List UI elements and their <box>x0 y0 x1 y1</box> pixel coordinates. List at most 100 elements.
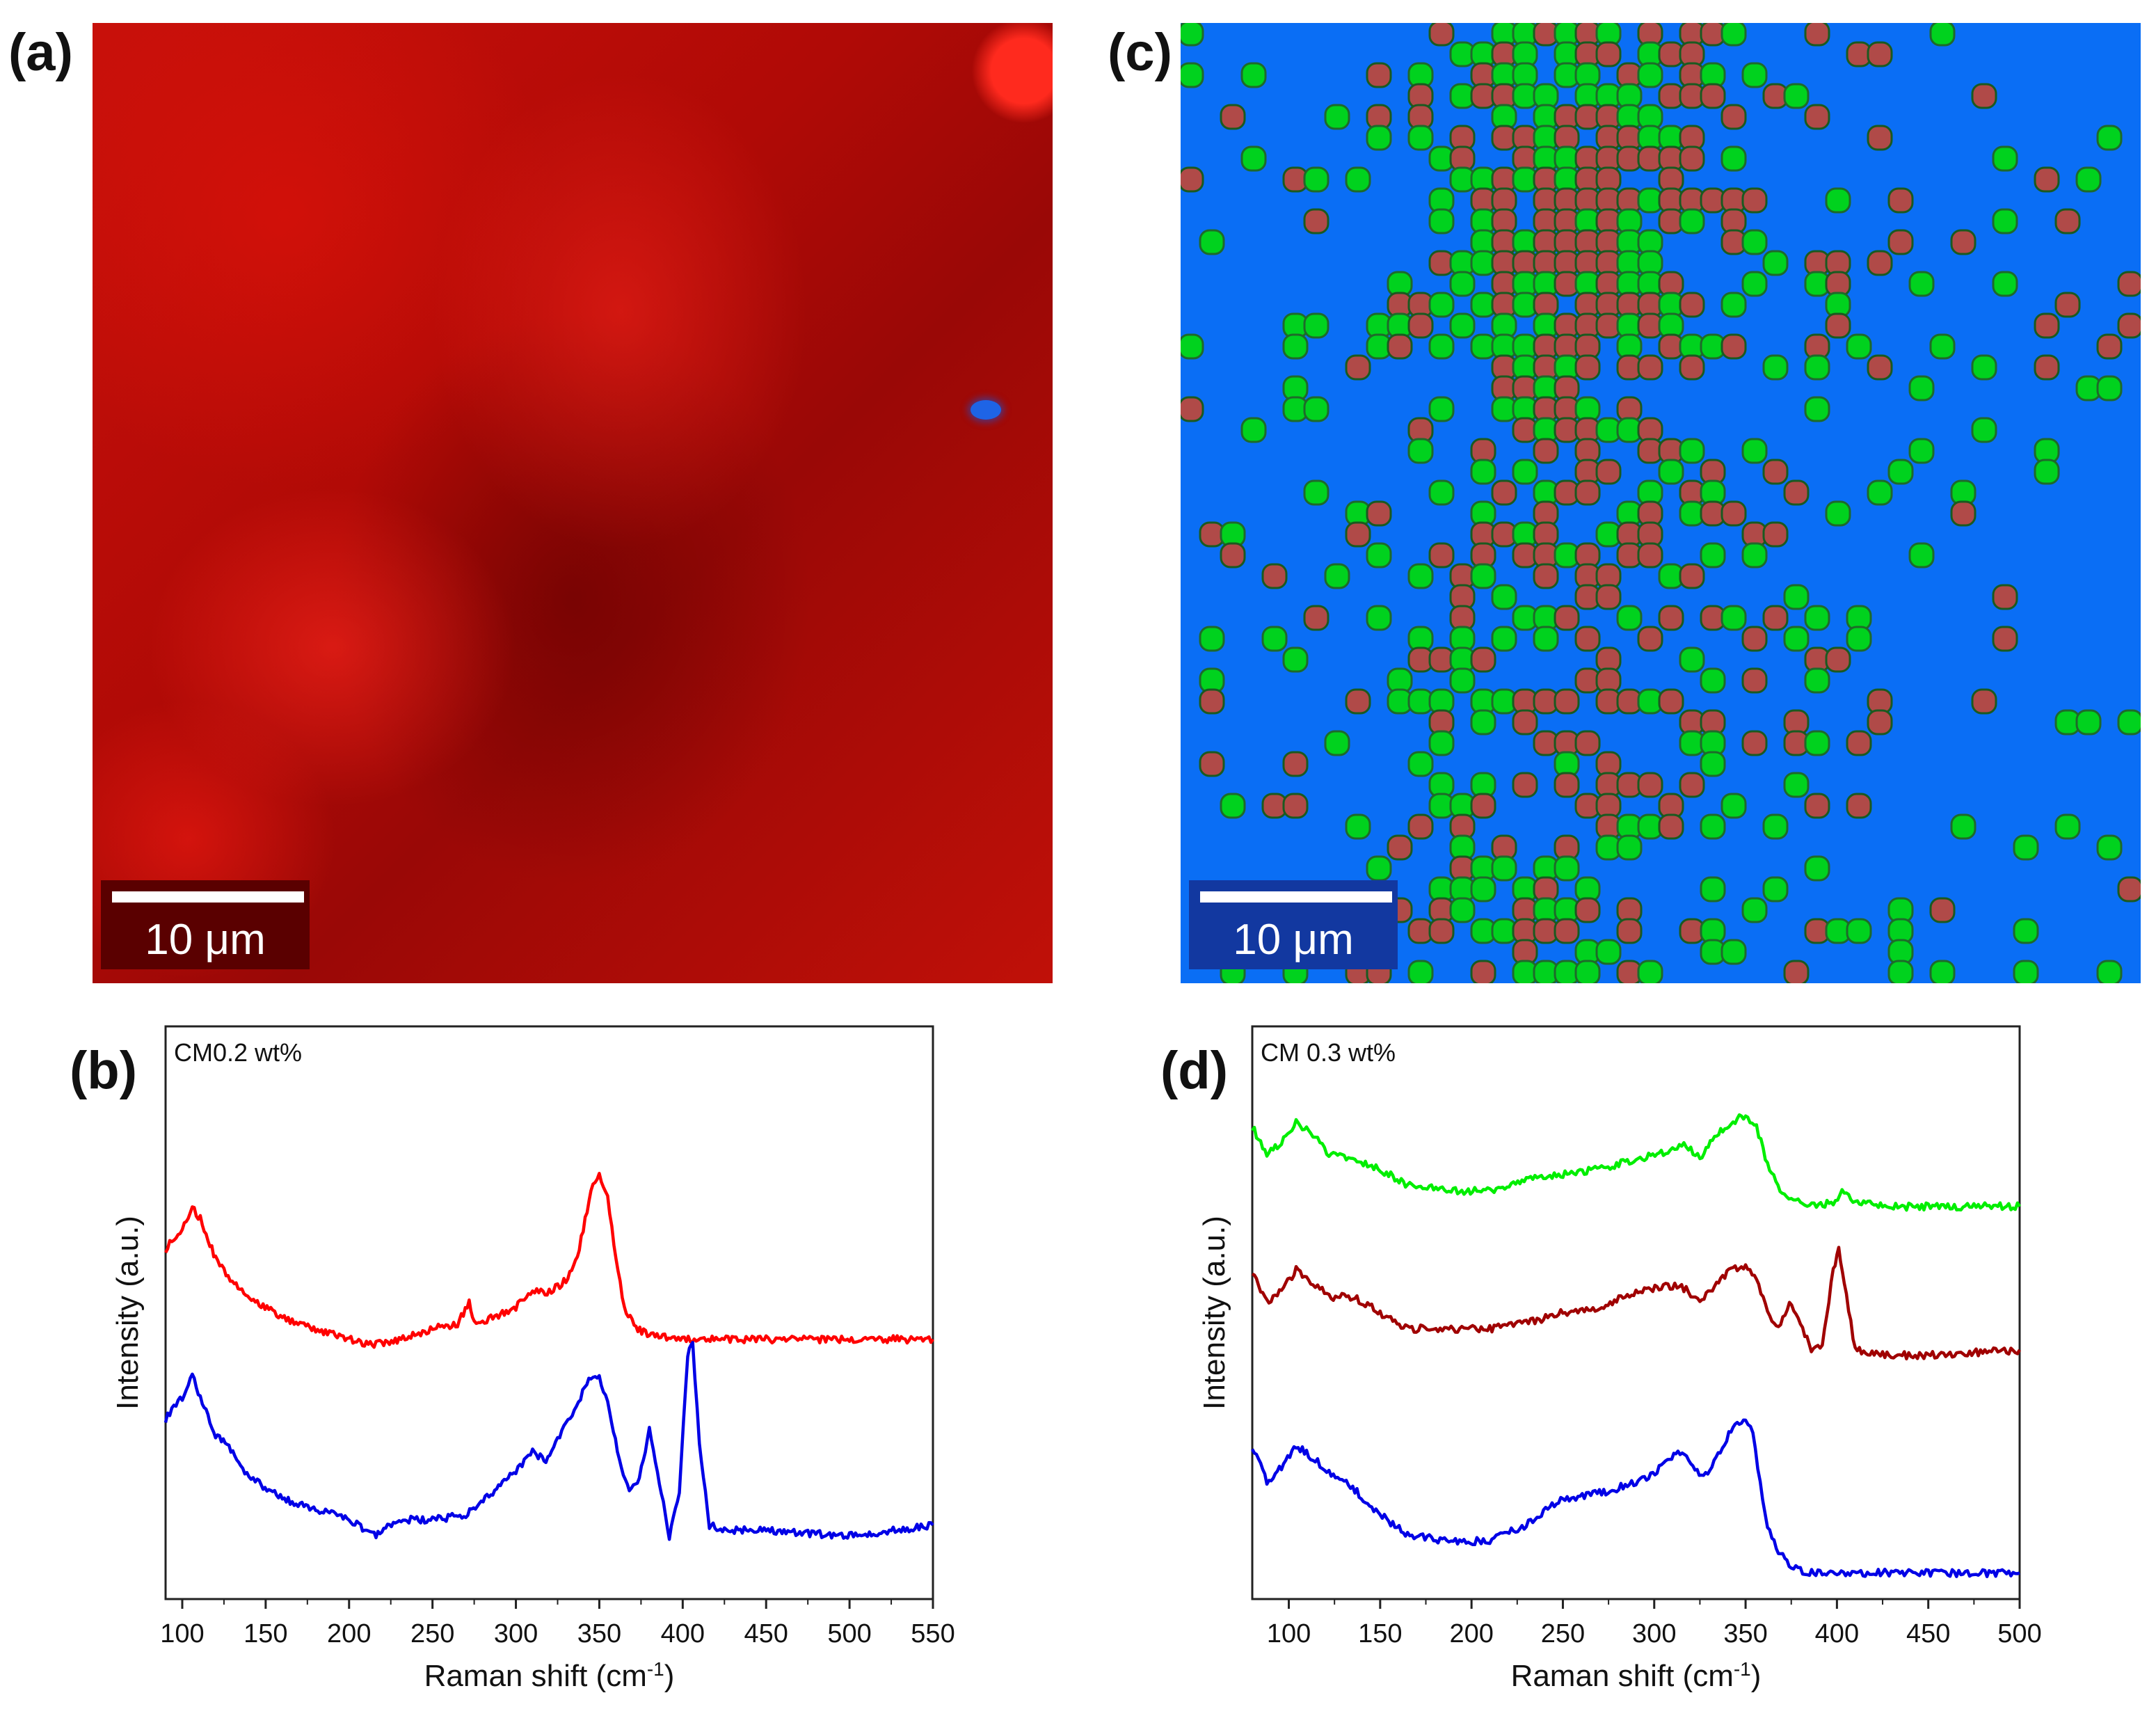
map-c-brown-pixel <box>1554 688 1580 715</box>
map-c-green-pixel <box>1700 751 1726 777</box>
map-c-brown-pixel <box>1783 960 1810 983</box>
map-c-brown-pixel <box>1637 354 1663 381</box>
map-c-green-pixel <box>1846 626 1872 652</box>
map-c-brown-pixel <box>1720 104 1747 130</box>
map-c-green-pixel <box>1303 166 1329 193</box>
x-tick-label-d: 100 <box>1267 1619 1311 1648</box>
map-c-green-pixel <box>1240 417 1267 443</box>
map-c-green-pixel <box>1449 312 1476 339</box>
map-c-brown-pixel <box>1887 187 1914 214</box>
map-c-green-pixel <box>1470 563 1496 589</box>
map-c-brown-pixel <box>1741 626 1768 652</box>
x-tick-label-d: 200 <box>1449 1619 1493 1648</box>
map-c-green-pixel <box>1846 918 1872 944</box>
map-c-green-pixel <box>2054 813 2081 840</box>
map-c-brown-pixel <box>1407 312 1434 339</box>
map-c-green-pixel <box>1804 667 1830 694</box>
map-c-green-pixel <box>1679 438 1705 464</box>
map-c-green-pixel <box>1181 333 1204 360</box>
map-c-green-pixel <box>1741 229 1768 255</box>
map-c-brown-pixel <box>1658 813 1684 840</box>
map-c-green-pixel <box>1199 229 1225 255</box>
map-c-green-pixel <box>1867 479 1893 506</box>
x-tick-label-b: 200 <box>327 1619 371 1648</box>
map-c-brown-pixel <box>1574 354 1601 381</box>
map-c-brown-pixel <box>1825 646 1851 673</box>
map-c-green-pixel <box>1825 187 1851 214</box>
x-tick-label-b: 250 <box>410 1619 454 1648</box>
map-c-green-pixel <box>1804 730 1830 756</box>
x-tick-label-d: 450 <box>1906 1619 1950 1648</box>
map-c-green-pixel <box>1428 208 1455 235</box>
map-c-brown-pixel <box>1846 793 1872 819</box>
map-c-green-pixel <box>1574 960 1601 983</box>
map-c-brown-pixel <box>1533 563 1559 589</box>
map-c-green-pixel <box>1658 459 1684 485</box>
map-c-brown-pixel <box>1554 772 1580 798</box>
map-c-green-pixel <box>2013 834 2039 861</box>
map-c-brown-pixel <box>1992 584 2018 610</box>
map-c-green-pixel <box>1971 417 1997 443</box>
map-c-green-pixel <box>1366 125 1392 151</box>
map-c-green-pixel <box>1303 396 1329 422</box>
map-c-green-pixel <box>1407 438 1434 464</box>
map-c-green-pixel <box>2096 960 2123 983</box>
map-c-brown-pixel <box>1679 292 1705 318</box>
map-c-green-pixel <box>1261 626 1288 652</box>
map-c-green-pixel <box>1992 145 2018 172</box>
map-c-brown-pixel <box>1345 354 1371 381</box>
plot-frame-b <box>164 1025 934 1600</box>
map-c-brown-pixel <box>1554 918 1580 944</box>
map-c-brown-pixel <box>1637 626 1663 652</box>
map-c-brown-pixel <box>1616 918 1643 944</box>
map-c-green-pixel <box>1908 271 1935 297</box>
map-c-brown-pixel <box>1282 793 1309 819</box>
map-c-brown-pixel <box>1199 751 1225 777</box>
panel-label-c: (c) <box>1108 23 1172 82</box>
map-c-brown-pixel <box>1950 229 1977 255</box>
map-c-green-pixel <box>1825 500 1851 527</box>
map-c-green-pixel <box>1282 333 1309 360</box>
map-c-brown-pixel <box>1428 918 1455 944</box>
spectrum-line-d-darkred <box>1251 1246 2021 1361</box>
map-c-green-pixel <box>1929 960 1956 983</box>
map-c-green-pixel <box>1971 354 1997 381</box>
map-c-brown-pixel <box>1741 667 1768 694</box>
map-c-green-pixel <box>1700 876 1726 903</box>
map-c-brown-pixel <box>1199 688 1225 715</box>
map-c-brown-pixel <box>1867 41 1893 67</box>
map-c-brown-pixel <box>1407 813 1434 840</box>
map-c-brown-pixel <box>1533 438 1559 464</box>
x-tick-label-b: 350 <box>577 1619 621 1648</box>
map-c-brown-pixel <box>1762 605 1789 631</box>
map-c-green-pixel <box>2096 125 2123 151</box>
map-c-green-pixel <box>1700 542 1726 569</box>
map-c-brown-pixel <box>1303 605 1329 631</box>
map-c-component-pattern <box>1181 23 2141 983</box>
panel-label-b: (b) <box>70 1041 138 1100</box>
map-c-green-pixel <box>1616 605 1643 631</box>
map-c-green-pixel <box>1929 333 1956 360</box>
map-c-green-pixel <box>1741 897 1768 923</box>
map-c-green-pixel <box>1720 145 1747 172</box>
map-c-green-pixel <box>1282 646 1309 673</box>
map-c-green-pixel <box>1637 62 1663 88</box>
map-c-green-pixel <box>1491 855 1517 882</box>
map-c-green-pixel <box>1950 813 1977 840</box>
map-c-green-pixel <box>1762 876 1789 903</box>
raman-map-a: 10 μm <box>93 23 1053 983</box>
map-c-brown-pixel <box>1887 229 1914 255</box>
map-c-brown-pixel <box>1658 605 1684 631</box>
map-c-green-pixel <box>1741 271 1768 297</box>
x-tick-label-b: 300 <box>494 1619 538 1648</box>
map-c-brown-pixel <box>1181 166 1204 193</box>
spectrum-line-b-red <box>164 1172 934 1349</box>
map-c-green-pixel <box>1324 730 1350 756</box>
x-tick-label-d: 500 <box>1997 1619 2041 1648</box>
map-c-green-pixel <box>1470 876 1496 903</box>
map-c-green-pixel <box>1181 62 1204 88</box>
map-c-brown-pixel <box>1574 626 1601 652</box>
map-c-green-pixel <box>1428 333 1455 360</box>
map-c-brown-pixel <box>1720 333 1747 360</box>
map-c-brown-pixel <box>2117 271 2141 297</box>
